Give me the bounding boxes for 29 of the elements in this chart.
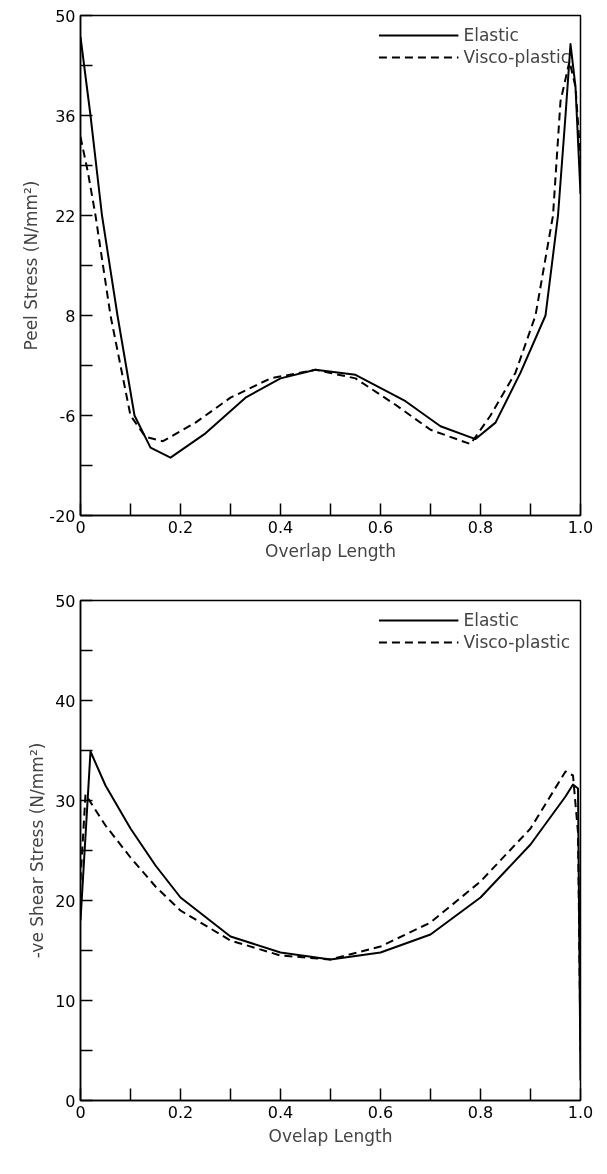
y-tick-label: 20	[55, 891, 76, 911]
x-tick-label: 0.4	[267, 517, 294, 537]
x-tick-label: 0.8	[467, 1102, 494, 1122]
x-axis-title: Overlap Length	[265, 540, 396, 561]
y-tick-label: 36	[55, 106, 76, 126]
y-tick-label: 50	[55, 591, 76, 611]
y-tick-label: 30	[55, 791, 76, 811]
y-tick-label: 50	[55, 6, 76, 26]
x-tick-label: 0.8	[467, 517, 494, 537]
x-tick-label: 0.4	[267, 1102, 294, 1122]
y-axis-title: Peel Stress (N/mm²)	[21, 180, 42, 351]
x-tick-label: 0.6	[367, 1102, 394, 1122]
y-tick-label: 40	[55, 691, 76, 711]
legend-label: Elastic	[463, 25, 519, 45]
y-tick-label: -20	[49, 506, 76, 526]
y-tick-label: 8	[65, 306, 76, 326]
y-tick-label: 10	[55, 991, 76, 1011]
y-tick-label: -6	[59, 406, 76, 426]
x-tick-label: 0.2	[167, 1102, 194, 1122]
x-tick-label: 0.2	[167, 517, 194, 537]
x-tick-label: 1.0	[567, 517, 594, 537]
legend-label: Elastic	[463, 610, 519, 630]
x-tick-label: 1.0	[567, 1102, 594, 1122]
legend-label: Visco-plastic	[463, 47, 570, 67]
x-tick-label: 0.6	[367, 517, 394, 537]
y-axis-title: -ve Shear Stress (N/mm²)	[27, 742, 48, 959]
y-tick-label: 22	[55, 206, 76, 226]
x-axis-title: Ovelap Length	[268, 1125, 393, 1146]
legend-label: Visco-plastic	[463, 632, 570, 652]
